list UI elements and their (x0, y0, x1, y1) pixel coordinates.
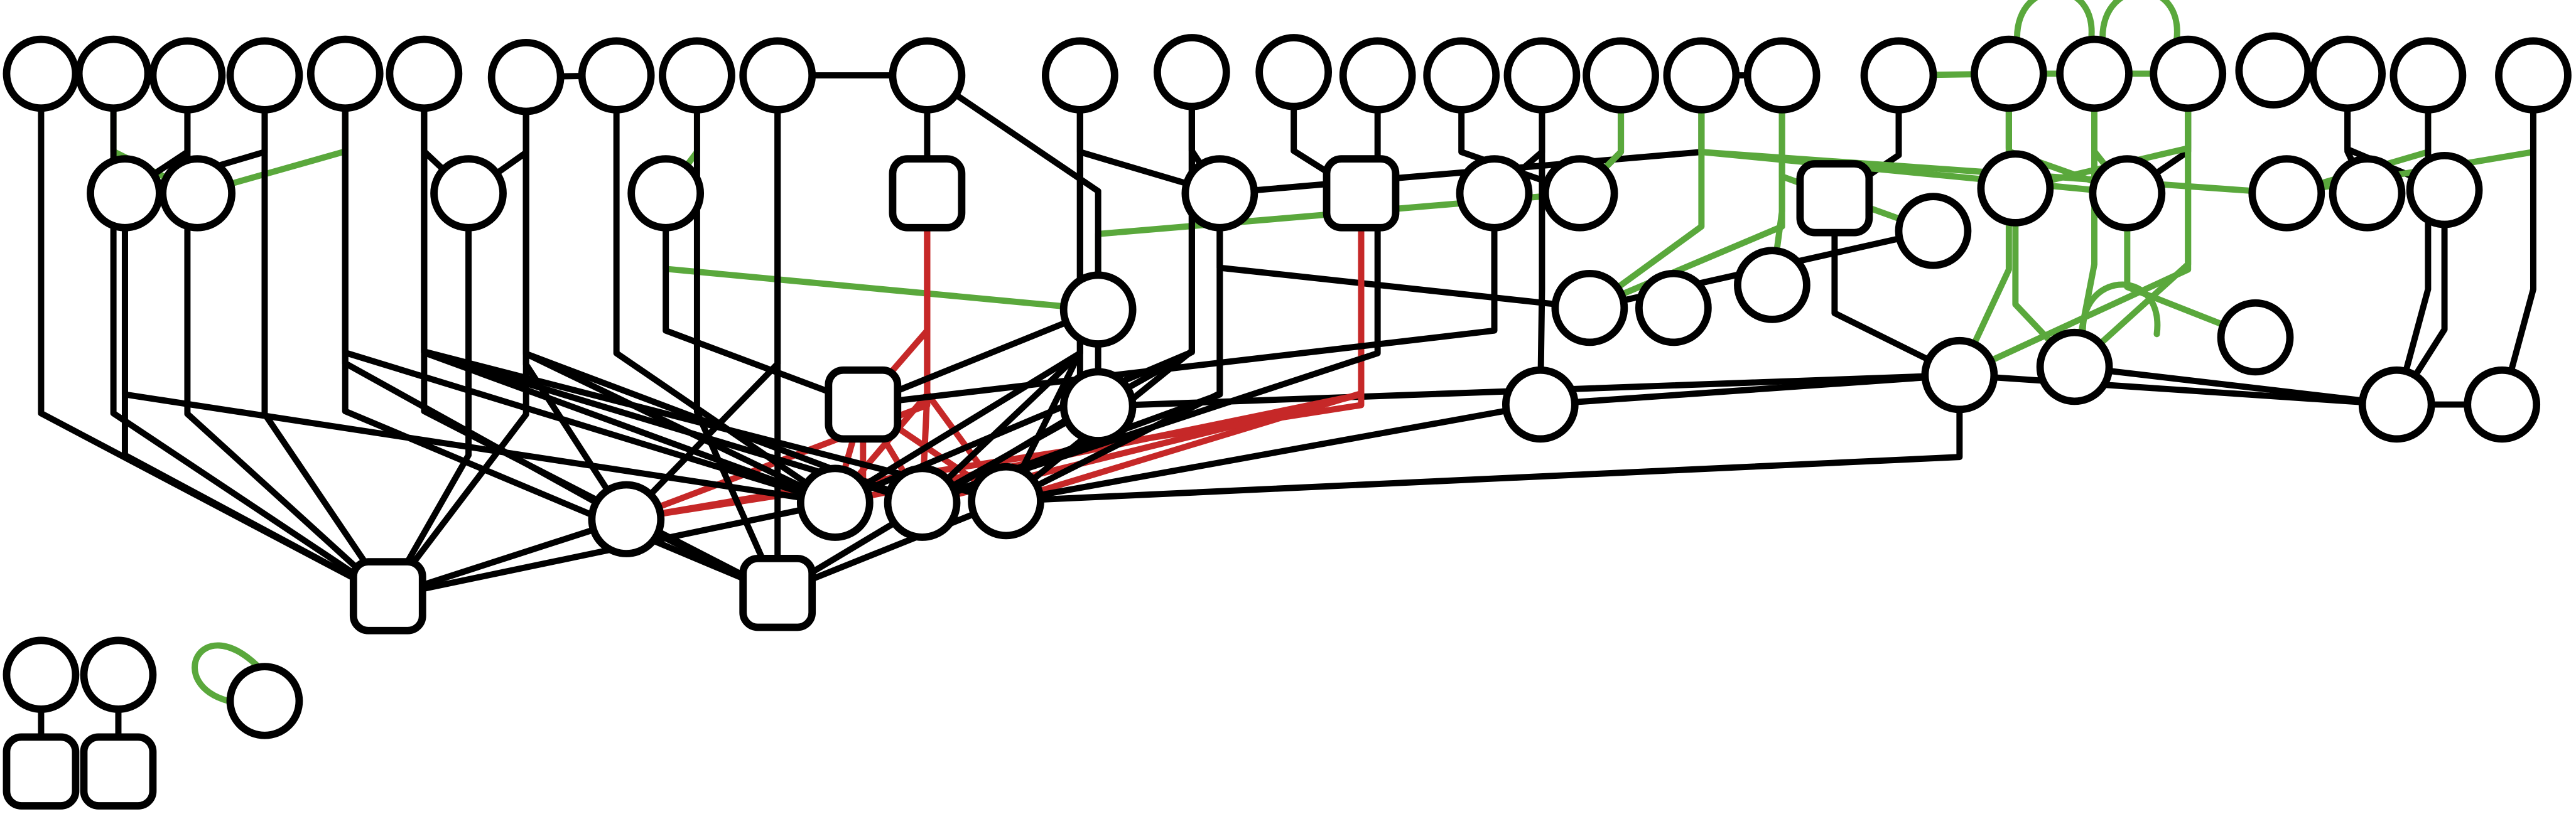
circle-node-m13[interactable] (2089, 155, 2166, 232)
circle-node-t1[interactable] (3, 35, 80, 112)
edge-t27-q6 (2393, 72, 2432, 408)
rounded-square-node-q1[interactable] (825, 366, 902, 443)
circle-node-m1[interactable] (87, 155, 163, 232)
circle-node-b4[interactable] (968, 463, 1044, 540)
edge-t28-q7 (2499, 72, 2536, 408)
edge-t4-z1 (261, 72, 391, 599)
circle-node-t6[interactable] (386, 35, 463, 112)
edge-m3-z1 (384, 190, 472, 599)
self-loop-q5-green (2079, 281, 2161, 338)
nodes-layer (3, 32, 2572, 810)
rounded-square-node-m5[interactable] (889, 155, 966, 232)
circle-node-m3[interactable] (430, 155, 507, 232)
circle-node-q5[interactable] (2036, 328, 2113, 405)
circle-node-t8[interactable] (578, 37, 655, 114)
circle-node-l2[interactable] (80, 636, 157, 713)
edge-t22-q4-green (1956, 70, 2012, 378)
circle-node-t20[interactable] (1743, 37, 1821, 114)
circle-node-t2[interactable] (75, 35, 152, 112)
circle-node-m12[interactable] (1977, 150, 2054, 227)
edge-m4-r1-green (663, 190, 1101, 313)
rounded-square-node-m7[interactable] (1323, 155, 1400, 232)
rounded-square-node-l5[interactable] (80, 733, 157, 810)
circle-node-t14[interactable] (1255, 34, 1333, 110)
rounded-square-node-m10[interactable] (1796, 160, 1873, 237)
circle-node-q2[interactable] (1059, 368, 1137, 444)
circle-node-t25[interactable] (2235, 32, 2312, 109)
edge-m4-q1 (663, 190, 867, 408)
circle-node-m2[interactable] (159, 155, 235, 232)
circle-node-m16[interactable] (2406, 152, 2483, 228)
edge-t7-z1 (384, 73, 529, 599)
edge-q3-b4 (1003, 401, 1544, 505)
circle-node-m11[interactable] (1895, 193, 1972, 269)
circle-node-m9[interactable] (1541, 155, 1618, 232)
circle-node-q6[interactable] (2358, 366, 2435, 443)
circle-node-t24[interactable] (2150, 35, 2227, 112)
circle-node-t15[interactable] (1339, 37, 1416, 114)
edge-m1-b2 (121, 190, 838, 506)
circle-node-m4[interactable] (627, 155, 705, 232)
circle-node-r3[interactable] (1635, 269, 1712, 346)
circle-node-t7[interactable] (487, 38, 565, 115)
circle-node-t18[interactable] (1583, 37, 1659, 114)
circle-node-r5[interactable] (2217, 299, 2294, 376)
self-loop-t23-green (2099, 0, 2180, 45)
circle-node-t17[interactable] (1503, 37, 1581, 114)
circle-node-l1[interactable] (3, 636, 80, 713)
edge-t1-z1 (38, 70, 391, 599)
circle-node-q3[interactable] (1502, 366, 1579, 443)
edge-t17-q3 (1537, 72, 1545, 408)
circle-node-r2[interactable] (1551, 269, 1628, 346)
rounded-square-node-z2[interactable] (739, 555, 816, 631)
circle-node-m8[interactable] (1456, 155, 1533, 232)
edge-r1-q1 (860, 306, 1101, 408)
self-loop-l3-green (192, 642, 260, 704)
edges-layer (38, 0, 2536, 775)
edge-b1-z1 (384, 516, 630, 599)
circle-node-t11[interactable] (889, 37, 966, 114)
circle-node-t16[interactable] (1423, 37, 1500, 114)
circle-node-t10[interactable] (739, 37, 816, 114)
self-loop-t22-green (2013, 0, 2095, 45)
circle-node-t5[interactable] (306, 35, 384, 112)
circle-node-t21[interactable] (1860, 37, 1937, 114)
circle-node-t23[interactable] (2056, 35, 2133, 112)
circle-node-t9[interactable] (659, 37, 735, 114)
edge-m7-b3-red (919, 190, 1365, 506)
circle-node-r4[interactable] (1734, 247, 1810, 323)
circle-node-l3[interactable] (226, 663, 303, 739)
edge-t7-b1 (522, 73, 630, 523)
edge-q4-q6 (1956, 372, 2400, 408)
circle-node-r1[interactable] (1059, 271, 1137, 348)
edge-t8-b2 (613, 72, 838, 506)
circle-node-t26[interactable] (2309, 35, 2386, 112)
circle-node-t19[interactable] (1663, 37, 1740, 114)
circle-node-t28[interactable] (2495, 37, 2572, 114)
circle-node-m14[interactable] (2248, 155, 2325, 232)
circle-node-m15[interactable] (2329, 155, 2406, 232)
edge-m6-b4 (1003, 190, 1223, 505)
circle-node-b1[interactable] (588, 481, 665, 557)
edge-m10-q4 (1831, 195, 1963, 378)
circle-node-b3[interactable] (884, 464, 961, 541)
circle-node-q7[interactable] (2464, 366, 2541, 443)
circle-node-q4[interactable] (1921, 336, 1998, 414)
circle-node-t3[interactable] (149, 37, 226, 114)
edge-t5-z2 (342, 70, 781, 596)
rounded-square-node-z1[interactable] (349, 558, 426, 635)
circle-node-t27[interactable] (2389, 37, 2467, 114)
edge-m7-b4-red (1003, 190, 1365, 505)
circle-node-t12[interactable] (1041, 37, 1118, 114)
circle-node-m6[interactable] (1181, 155, 1258, 232)
rounded-square-node-l4[interactable] (3, 733, 80, 810)
circle-node-t4[interactable] (226, 37, 303, 114)
edge-q5-q6 (2071, 363, 2400, 408)
edge-t3-z1 (184, 72, 391, 599)
edge-t19-r2-green (1586, 72, 1705, 311)
circle-node-t22[interactable] (1971, 35, 2047, 112)
circle-node-t13[interactable] (1153, 34, 1230, 110)
circle-node-b2[interactable] (796, 464, 874, 541)
